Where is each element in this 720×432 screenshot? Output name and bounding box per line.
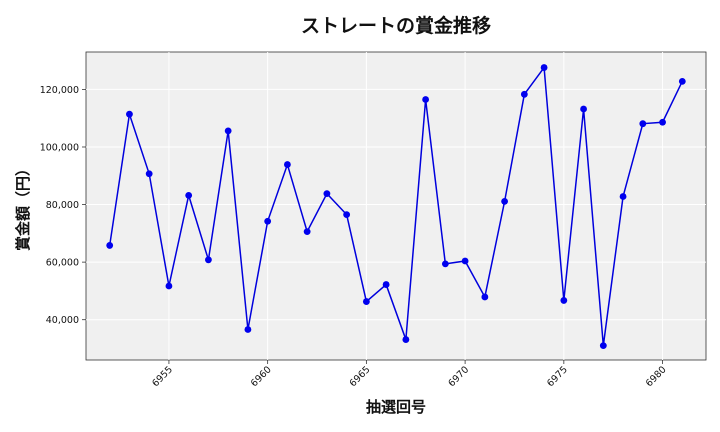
- y-tick-label: 60,000: [46, 258, 79, 269]
- data-point: [678, 77, 686, 85]
- data-point: [362, 298, 370, 305]
- data-point: [205, 256, 212, 264]
- data-point: [461, 257, 469, 265]
- x-tick-label: 6955: [150, 364, 175, 389]
- y-tick-label: 40,000: [46, 315, 79, 326]
- data-point: [224, 127, 232, 135]
- plot-area: [85, 51, 707, 361]
- data-point: [323, 190, 331, 198]
- data-point: [639, 120, 647, 128]
- x-tick-label: 6975: [545, 364, 570, 389]
- x-tick-label: 6980: [644, 364, 669, 389]
- data-point: [422, 96, 430, 103]
- data-point: [402, 336, 410, 343]
- data-point: [145, 170, 153, 178]
- data-point: [126, 110, 133, 118]
- y-axis-label: 賞金額（円）: [14, 161, 32, 251]
- data-point: [540, 64, 548, 71]
- data-point: [580, 105, 587, 113]
- data-point: [185, 191, 193, 199]
- data-point: [244, 326, 252, 333]
- data-point: [619, 193, 627, 200]
- y-tick-label: 120,000: [40, 85, 79, 96]
- data-point: [501, 197, 508, 205]
- data-point: [599, 342, 607, 350]
- data-point: [382, 281, 390, 288]
- data-point: [303, 228, 311, 236]
- data-point: [284, 161, 291, 168]
- x-tick-label: 6970: [446, 364, 471, 389]
- data-point: [441, 260, 449, 268]
- data-point: [343, 211, 351, 219]
- series-layer: [106, 64, 686, 350]
- x-axis-label: 抽選回号: [366, 398, 426, 416]
- grid-lines: [86, 52, 706, 360]
- x-tick-label: 6965: [348, 364, 373, 389]
- data-point: [264, 217, 272, 225]
- data-point: [560, 297, 568, 304]
- y-tick-label: 100,000: [40, 142, 79, 153]
- data-point: [520, 90, 528, 98]
- x-tick-label: 6960: [249, 364, 274, 389]
- data-point: [106, 242, 114, 249]
- data-point: [481, 293, 489, 301]
- series-line: [108, 65, 683, 346]
- data-point: [165, 282, 173, 290]
- y-tick-label: 80,000: [46, 200, 79, 211]
- data-point: [659, 118, 666, 126]
- chart-title: ストレートの賞金推移: [301, 14, 491, 37]
